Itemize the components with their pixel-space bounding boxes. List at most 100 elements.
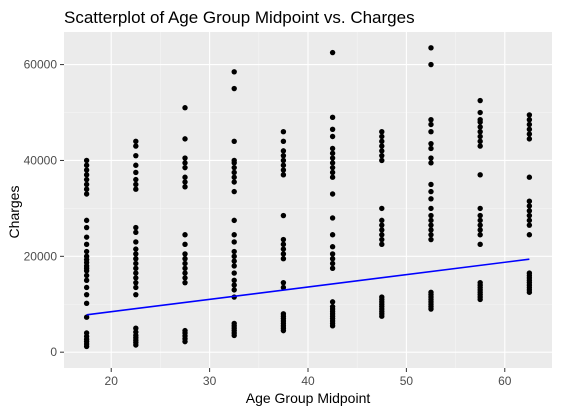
data-point [329,232,336,238]
data-point [231,164,237,171]
data-point [83,181,90,188]
data-point [379,133,385,140]
data-point [231,157,237,164]
data-point [329,169,336,176]
data-point [379,241,385,248]
data-point [83,291,90,298]
data-point [428,196,434,202]
data-point [329,260,336,267]
data-point [83,162,90,168]
data-point [280,241,287,248]
data-point [133,279,139,286]
data-point [182,232,188,238]
data-point [428,289,434,295]
data-point [133,181,139,188]
data-point [83,284,90,291]
data-point [231,248,237,255]
data-point [329,145,336,152]
data-point [428,140,434,147]
data-point [329,114,336,121]
data-point [329,191,336,197]
data-point [280,157,287,164]
data-point [477,117,483,123]
data-point [280,236,287,243]
y-tick-label: 0 [50,345,57,359]
data-point [280,128,287,135]
data-point [133,186,139,192]
data-point [83,186,90,192]
data-point [231,239,237,245]
data-point [231,282,237,288]
data-point [379,294,385,300]
data-point [182,279,188,286]
x-tick-label: 50 [400,374,414,388]
data-point [477,133,483,140]
data-point [83,248,90,255]
data-point [231,138,237,144]
x-axis-ticks: 20 30 40 50 60 [105,368,512,388]
data-point [477,227,483,233]
data-point [182,160,188,166]
data-point [329,215,336,221]
data-point [526,131,533,137]
data-point [231,179,237,185]
data-point [133,162,139,168]
data-point [231,232,237,238]
data-point [526,174,533,180]
data-points [83,45,533,350]
data-point [182,164,188,171]
data-point [133,251,139,257]
data-point [379,227,385,233]
data-point [280,148,287,154]
data-point [526,117,533,123]
data-point [379,222,385,228]
data-point [182,174,188,180]
data-point [280,279,287,286]
data-point [477,138,483,144]
data-point [477,97,483,104]
data-point [231,270,237,276]
data-point [526,198,533,204]
data-point [379,148,385,154]
data-point [83,217,90,224]
x-axis-label: Age Group Midpoint [246,390,371,406]
data-point [477,212,483,219]
data-point [182,105,188,111]
data-point [182,155,188,161]
data-point [526,208,533,214]
data-point [477,205,483,212]
data-point [379,143,385,149]
data-point [133,176,139,183]
data-point [83,272,90,279]
data-point [329,244,336,250]
data-point [379,205,385,212]
trend-line [86,258,530,316]
data-point [133,246,139,252]
y-tick-label: 60000 [24,58,58,72]
data-point [231,320,237,327]
data-point [83,300,90,306]
data-point [379,236,385,243]
data-point [329,265,336,272]
data-point [477,128,483,135]
data-point [133,239,139,245]
data-point [477,279,483,286]
data-point [526,112,533,118]
data-point [133,325,139,331]
data-point [83,330,90,336]
data-point [526,232,533,238]
data-point [133,152,139,159]
data-point [280,172,287,178]
data-point [133,270,139,276]
data-point [182,265,188,272]
data-point [329,164,336,171]
data-point [379,152,385,159]
data-point [231,174,237,180]
data-point [83,191,90,197]
data-point [526,126,533,133]
data-point [231,253,237,260]
data-point [83,314,90,320]
data-point [83,253,90,260]
data-point [329,256,336,262]
data-point [133,275,139,281]
